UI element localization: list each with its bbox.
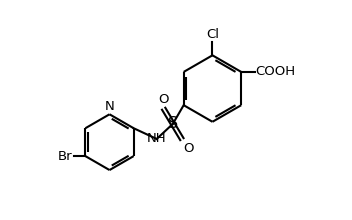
Text: O: O	[183, 142, 194, 155]
Text: Br: Br	[58, 150, 73, 163]
Text: Cl: Cl	[206, 28, 219, 41]
Text: S: S	[168, 116, 178, 131]
Text: NH: NH	[147, 132, 166, 145]
Text: O: O	[158, 93, 168, 106]
Text: N: N	[105, 100, 114, 113]
Text: COOH: COOH	[256, 65, 296, 79]
